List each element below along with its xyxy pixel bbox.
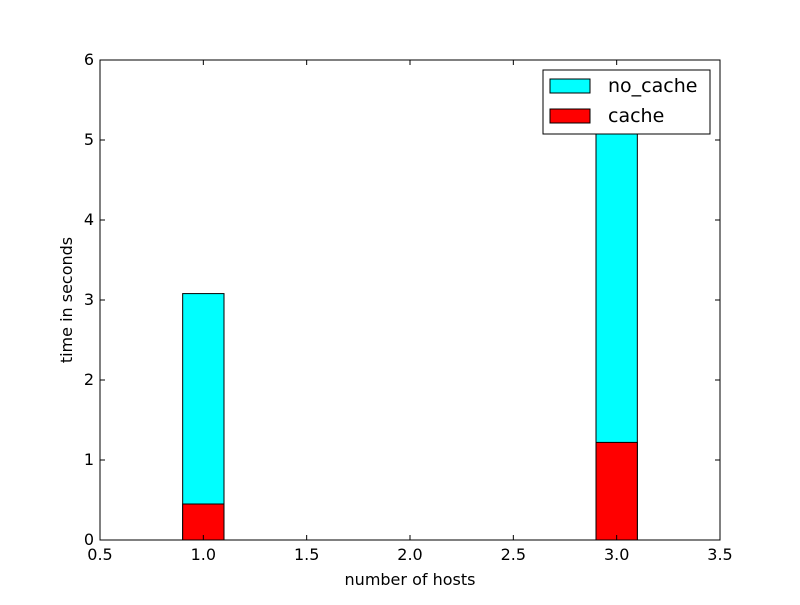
bar-no-cache-0 [182, 293, 225, 541]
bar-cache-1 [595, 441, 638, 541]
x-tick-label: 2.5 [501, 545, 526, 564]
y-axis-label: time in seconds [57, 237, 76, 363]
x-tick-label: 2.0 [397, 545, 422, 564]
x-tick-label: 0.5 [87, 545, 112, 564]
y-tick-label: 6 [84, 50, 94, 69]
x-tick-label: 3.5 [707, 545, 732, 564]
y-tick-label: 3 [84, 290, 94, 309]
y-tick-label: 1 [84, 450, 94, 469]
x-tick-label: 1.5 [294, 545, 319, 564]
bar-cache-0 [182, 503, 225, 541]
legend-swatch-cache [549, 108, 591, 124]
tick-labels-layer: 0.5 1.0 1.5 2.0 2.5 3.0 3.5 0 1 2 3 4 5 6 [84, 50, 733, 564]
legend-swatch-no-cache [549, 78, 591, 94]
legend: no_cache cache [542, 69, 711, 135]
y-tick-label: 2 [84, 370, 94, 389]
bars-layer [182, 115, 638, 541]
y-tick-label: 0 [84, 530, 94, 549]
x-tick-label: 3.0 [604, 545, 629, 564]
x-axis-label: number of hosts [345, 570, 476, 589]
ticks-layer [99, 59, 721, 541]
y-tick-label: 5 [84, 130, 94, 149]
x-tick-label: 1.0 [191, 545, 216, 564]
y-tick-label: 4 [84, 210, 94, 229]
legend-label-cache: cache [608, 105, 664, 127]
legend-label-no-cache: no_cache [608, 75, 697, 97]
